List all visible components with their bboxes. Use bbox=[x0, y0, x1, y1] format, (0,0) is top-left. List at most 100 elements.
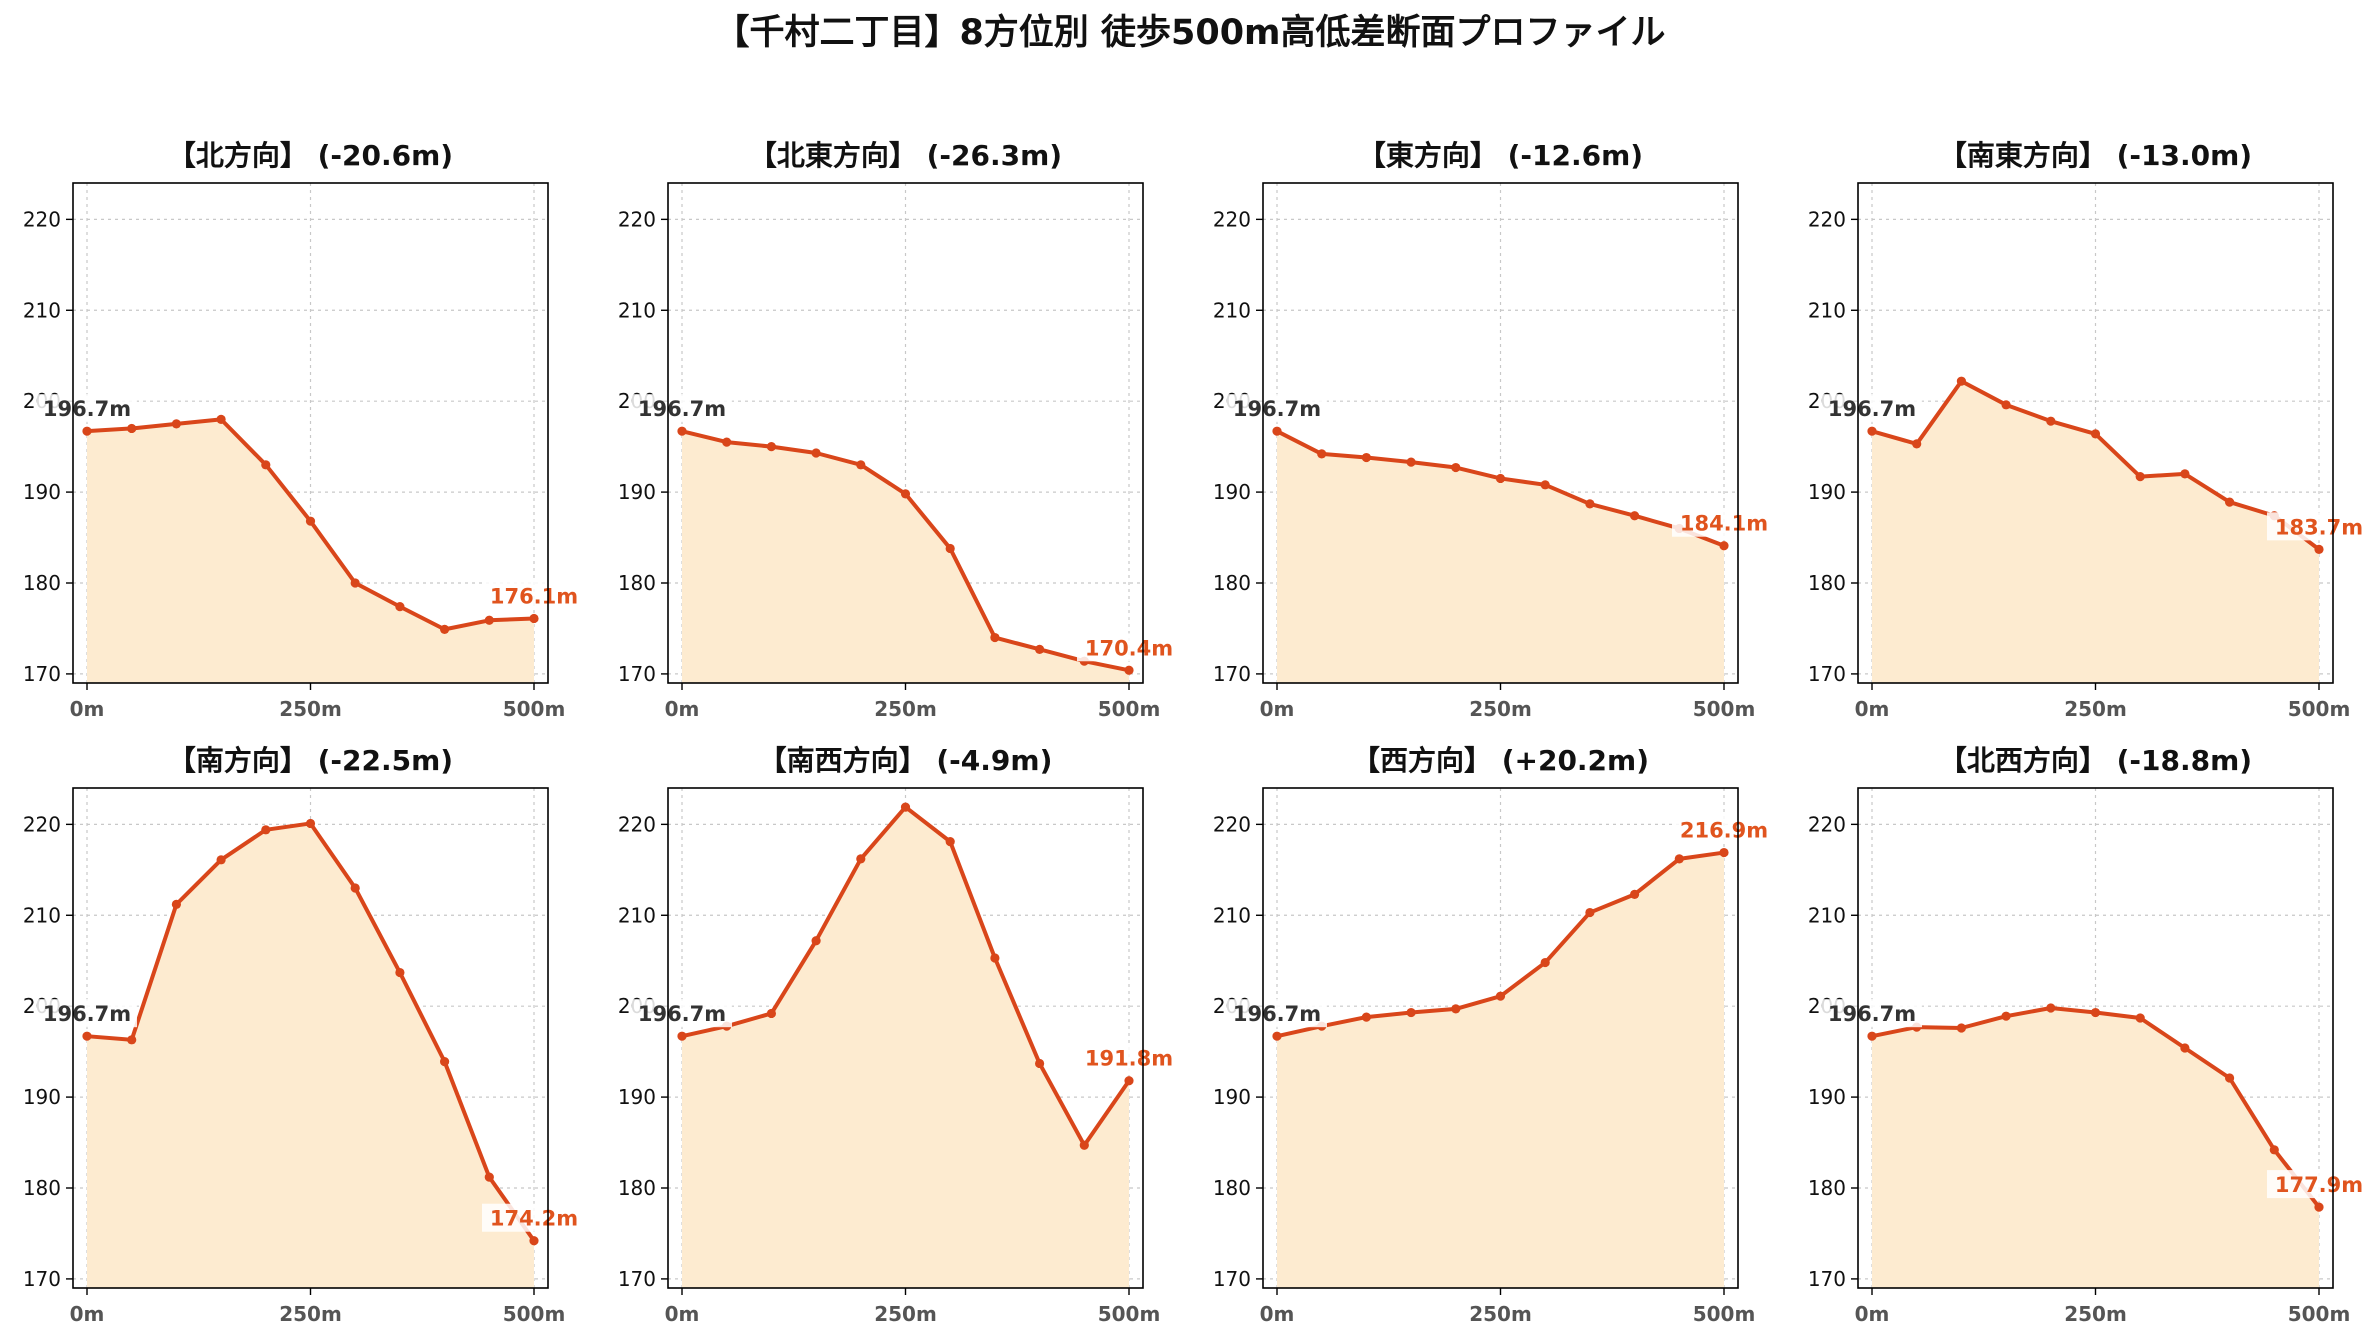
end-elevation-label: 216.9m bbox=[1680, 819, 1768, 843]
elevation-point bbox=[990, 953, 1000, 963]
elevation-point bbox=[2135, 472, 2145, 482]
end-label-bg bbox=[1077, 633, 1181, 662]
elevation-point bbox=[2090, 429, 2101, 439]
elevation-point bbox=[1495, 473, 1506, 484]
elevation-point bbox=[305, 818, 316, 829]
y-tick-label: 170 bbox=[23, 662, 61, 686]
x-tick-label: 500m bbox=[2288, 697, 2351, 721]
y-tick-label: 170 bbox=[618, 1267, 656, 1291]
y-tick-label: 220 bbox=[618, 207, 656, 231]
elevation-point bbox=[2269, 1145, 2279, 1155]
elevation-point bbox=[484, 615, 494, 625]
start-elevation-label: 196.7m bbox=[1233, 1002, 1321, 1026]
y-tick-label: 190 bbox=[618, 1085, 656, 1109]
elevation-point bbox=[1124, 1076, 1134, 1086]
y-tick-label: 220 bbox=[1213, 812, 1251, 836]
elevation-point bbox=[1406, 457, 1416, 467]
elevation-point bbox=[1719, 541, 1729, 551]
elevation-point bbox=[900, 489, 911, 499]
elevation-point bbox=[2225, 497, 2235, 507]
y-tick-label: 180 bbox=[618, 1176, 656, 1200]
elevation-point bbox=[722, 437, 732, 447]
elevation-area bbox=[87, 419, 534, 683]
plot-frame bbox=[72, 182, 549, 684]
elevation-point bbox=[484, 1172, 494, 1182]
y-tick-label: 220 bbox=[1213, 207, 1251, 231]
panel-title: 【南東方向】 (-13.0m) bbox=[1939, 139, 2252, 172]
plot-frame bbox=[1262, 787, 1739, 1289]
panel-title: 【南西方向】 (-4.9m) bbox=[759, 744, 1053, 777]
elevation-point bbox=[2135, 1013, 2145, 1023]
elevation-point bbox=[1451, 462, 1461, 473]
elevation-point bbox=[1912, 439, 1922, 449]
start-elevation-label: 196.7m bbox=[43, 397, 131, 421]
elevation-point bbox=[1956, 376, 1966, 386]
panel-0: 1701801902002102200m250m500m196.7m176.1m… bbox=[23, 139, 586, 721]
y-tick-label: 170 bbox=[1213, 662, 1251, 686]
y-tick-label: 180 bbox=[1213, 571, 1251, 595]
plot-frame bbox=[667, 182, 1144, 684]
y-tick-label: 170 bbox=[618, 662, 656, 686]
y-tick-label: 210 bbox=[1213, 903, 1251, 927]
x-tick-label: 250m bbox=[2064, 1302, 2127, 1326]
y-tick-label: 180 bbox=[23, 1176, 61, 1200]
x-tick-label: 250m bbox=[2064, 697, 2127, 721]
elevation-point bbox=[945, 837, 955, 847]
elevation-point bbox=[2001, 400, 2011, 410]
start-elevation-label: 196.7m bbox=[1828, 1002, 1916, 1026]
x-tick-label: 250m bbox=[874, 1302, 937, 1326]
elevation-point bbox=[811, 448, 821, 458]
panel-7: 1701801902002102200m250m500m196.7m177.9m… bbox=[1808, 744, 2371, 1326]
x-tick-label: 250m bbox=[1469, 1302, 1532, 1326]
elevation-point bbox=[1585, 907, 1595, 918]
end-label-bg bbox=[1672, 815, 1776, 844]
elevation-point bbox=[1540, 480, 1550, 490]
y-tick-label: 220 bbox=[618, 812, 656, 836]
x-tick-label: 500m bbox=[2288, 1302, 2351, 1326]
start-elevation-label: 196.7m bbox=[1828, 397, 1916, 421]
start-label-bg bbox=[632, 999, 732, 1028]
elevation-area bbox=[682, 431, 1129, 683]
elevation-point bbox=[1540, 957, 1550, 968]
start-label-bg bbox=[37, 394, 137, 423]
x-tick-label: 500m bbox=[1693, 1302, 1756, 1326]
elevation-point bbox=[1035, 644, 1045, 654]
elevation-area bbox=[1872, 1008, 2319, 1288]
elevation-point bbox=[261, 825, 271, 835]
elevation-area bbox=[682, 807, 1129, 1288]
end-label-bg bbox=[482, 581, 586, 610]
elevation-point bbox=[216, 414, 226, 424]
y-tick-label: 190 bbox=[1213, 1085, 1251, 1109]
elevation-point bbox=[811, 936, 821, 946]
y-tick-label: 180 bbox=[1213, 1176, 1251, 1200]
panel-6: 1701801902002102200m250m500m196.7m216.9m… bbox=[1213, 744, 1776, 1326]
x-tick-label: 0m bbox=[1260, 697, 1295, 721]
y-tick-label: 210 bbox=[23, 298, 61, 322]
elevation-point bbox=[1451, 1004, 1461, 1014]
x-tick-label: 0m bbox=[665, 697, 700, 721]
start-label-bg bbox=[1822, 394, 1922, 423]
elevation-point bbox=[2001, 1011, 2011, 1021]
panel-title: 【北西方向】 (-18.8m) bbox=[1939, 744, 2252, 777]
elevation-point bbox=[1079, 1140, 1089, 1150]
elevation-point bbox=[2314, 1202, 2324, 1212]
y-tick-label: 190 bbox=[618, 480, 656, 504]
elevation-point bbox=[990, 632, 1000, 643]
elevation-point bbox=[1719, 847, 1729, 858]
figure-title: 【千村二丁目】8方位別 徒歩500m高低差断面プロファイル bbox=[714, 13, 1665, 53]
panel-5: 1701801902002102200m250m500m196.7m191.8m… bbox=[618, 744, 1181, 1326]
elevation-point bbox=[82, 426, 92, 436]
elevation-point bbox=[1035, 1058, 1045, 1069]
x-tick-label: 0m bbox=[70, 1302, 105, 1326]
end-label-bg bbox=[2267, 512, 2371, 541]
elevation-point bbox=[127, 423, 137, 434]
x-tick-label: 500m bbox=[1098, 1302, 1161, 1326]
panel-title: 【西方向】 (+20.2m) bbox=[1352, 744, 1649, 777]
x-tick-label: 500m bbox=[1693, 697, 1756, 721]
end-label-bg bbox=[482, 1203, 586, 1232]
elevation-point bbox=[2225, 1073, 2235, 1083]
y-tick-label: 170 bbox=[23, 1267, 61, 1291]
end-label-bg bbox=[1672, 508, 1776, 537]
x-tick-label: 250m bbox=[279, 1302, 342, 1326]
x-tick-label: 250m bbox=[874, 697, 937, 721]
